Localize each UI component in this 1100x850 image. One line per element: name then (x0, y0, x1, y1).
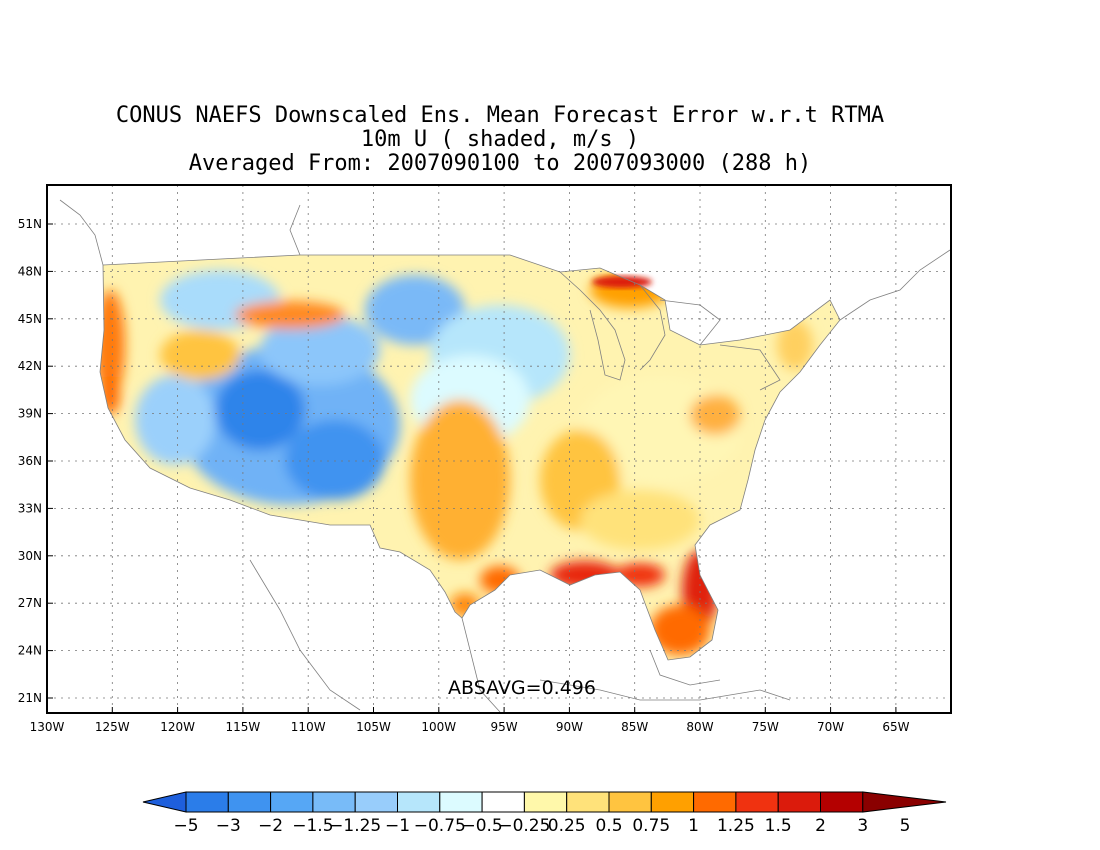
colorbar-label: −3 (216, 816, 241, 836)
colorbar-box (650, 791, 695, 813)
lat-tick-label: 48N (18, 264, 42, 278)
lat-tick-label: 27N (18, 596, 42, 610)
colorbar-box (608, 791, 652, 813)
colorbar-box (481, 791, 525, 813)
colorbar-box (566, 791, 610, 813)
colorbar-box (693, 791, 737, 813)
colorbar-label: 3 (857, 816, 868, 836)
colorbar-label: 5 (900, 816, 911, 836)
lat-tick-label: 42N (18, 359, 42, 373)
lat-tick-label: 21N (18, 691, 42, 705)
longitude-axis: 130W 125W 120W 115W 110W 105W 100W 95W 90W 85W 80W… (30, 707, 910, 734)
lat-tick-label: 51N (18, 217, 42, 231)
lon-tick-label: 85W (621, 720, 648, 734)
colorbar-arrow-left (142, 791, 187, 813)
colorbar-label: 0.75 (632, 816, 670, 836)
lon-tick-label: 110W (291, 720, 326, 734)
lon-tick-label: 70W (817, 720, 844, 734)
colorbar-label: 2 (815, 816, 826, 836)
lon-tick-label: 130W (30, 720, 65, 734)
lat-tick-label: 39N (18, 407, 42, 421)
lat-tick-label: 45N (18, 312, 42, 326)
colorbar-box (185, 791, 229, 813)
colorbar-label: −1 (385, 816, 410, 836)
latitude-axis: 51N 48N 45N 42N 39N 36N 33N 30N 27N 24N 21N (18, 217, 53, 705)
lon-tick-label: 100W (421, 720, 456, 734)
colorbar-box (439, 791, 483, 813)
lon-tick-label: 120W (160, 720, 195, 734)
lon-tick-label: 65W (882, 720, 909, 734)
colorbar-arrow-right (862, 791, 947, 813)
colorbar-label: 1 (688, 816, 699, 836)
lon-tick-label: 115W (226, 720, 261, 734)
colorbar-box (397, 791, 441, 813)
colorbar-label: 1.25 (717, 816, 755, 836)
lon-tick-label: 105W (356, 720, 391, 734)
colorbar-box (735, 791, 779, 813)
colorbar-label: −0.75 (414, 816, 466, 836)
plot-frame (46, 184, 952, 714)
colorbar-box (777, 791, 822, 813)
title-line-2: 10m U ( shaded, m/s ) (360, 127, 640, 152)
title-line-1: CONUS NAEFS Downscaled Ens. Mean Forecas… (115, 103, 885, 128)
absavg-label: ABSAVG=0.496 (448, 677, 596, 699)
lon-tick-label: 75W (752, 720, 779, 734)
colorbar-label: −5 (173, 816, 198, 836)
lon-tick-label: 95W (491, 720, 518, 734)
colorbar-label: −0.5 (461, 816, 502, 836)
colorbar-label: −1.5 (292, 816, 333, 836)
colorbar-label: −2 (258, 816, 283, 836)
colorbar-box (820, 791, 864, 813)
colorbar-box (227, 791, 272, 813)
lat-tick-label: 36N (18, 454, 42, 468)
colorbar-label: 1.5 (765, 816, 792, 836)
colorbar-label: 0.25 (548, 816, 586, 836)
lon-tick-label: 125W (95, 720, 130, 734)
lat-tick-label: 30N (18, 549, 42, 563)
colorbar-box (312, 791, 356, 813)
colorbar: −5 −3 −2 −1.5−1.25 −1 −0.75−0.5−0.250.25 0.5 0.… (142, 791, 947, 836)
colorbar-label: −1.25 (329, 816, 381, 836)
lat-tick-label: 33N (18, 501, 42, 515)
colorbar-label: 0.5 (595, 816, 622, 836)
lon-tick-label: 80W (686, 720, 713, 734)
colorbar-box (523, 791, 568, 813)
lon-tick-label: 90W (556, 720, 583, 734)
coastlines (59, 199, 951, 713)
title-line-3: Averaged From: 2007090100 to 2007093000 … (188, 151, 812, 176)
colorbar-box (354, 791, 399, 813)
colorbar-label: −0.25 (498, 816, 550, 836)
colorbar-box (270, 791, 314, 813)
lat-tick-label: 24N (18, 644, 42, 658)
